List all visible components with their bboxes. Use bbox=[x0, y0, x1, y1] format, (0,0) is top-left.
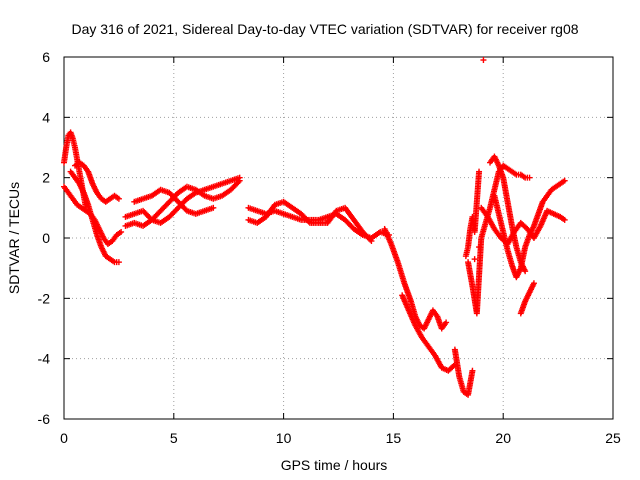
data-point bbox=[471, 256, 478, 263]
chart-title: Day 316 of 2021, Sidereal Day-to-day VTE… bbox=[71, 21, 578, 37]
x-axis-label: GPS time / hours bbox=[281, 457, 388, 473]
data-point bbox=[530, 280, 537, 287]
y-tick-label: 0 bbox=[42, 230, 50, 246]
data-point bbox=[561, 216, 568, 223]
data-point bbox=[469, 367, 476, 374]
plot-frame bbox=[63, 56, 614, 420]
data-point bbox=[210, 204, 217, 211]
axis-ticks: 0 5 10 15 20 25 -6 -4 -2 0 2 4 6 bbox=[38, 49, 621, 446]
x-tick-label: 0 bbox=[60, 430, 68, 446]
data-point bbox=[115, 195, 122, 202]
data-point bbox=[236, 177, 243, 184]
y-tick-label: -2 bbox=[38, 290, 51, 306]
y-tick-label: 2 bbox=[42, 170, 50, 186]
data-point bbox=[115, 259, 122, 266]
data-point bbox=[522, 268, 529, 275]
data-point bbox=[443, 319, 450, 326]
data-point bbox=[118, 228, 125, 235]
x-tick-label: 5 bbox=[170, 430, 178, 446]
data-point-interp bbox=[305, 218, 312, 225]
data-points bbox=[61, 57, 568, 398]
data-point bbox=[561, 177, 568, 184]
data-point-interp bbox=[235, 178, 242, 185]
x-tick-label: 20 bbox=[495, 430, 511, 446]
data-point bbox=[368, 238, 375, 245]
data-point bbox=[476, 244, 483, 251]
y-tick-label: -6 bbox=[38, 411, 51, 427]
data-point bbox=[526, 174, 533, 181]
y-tick-label: 4 bbox=[42, 109, 50, 125]
x-tick-label: 15 bbox=[386, 430, 402, 446]
y-tick-label: 6 bbox=[42, 49, 50, 65]
data-point-interp bbox=[182, 206, 189, 213]
data-point bbox=[476, 168, 483, 175]
y-axis-label: SDTVAR / TECUs bbox=[6, 182, 22, 294]
data-point-interp bbox=[367, 236, 374, 243]
x-tick-label: 25 bbox=[605, 430, 621, 446]
data-point bbox=[480, 57, 487, 64]
y-tick-label: -4 bbox=[38, 351, 51, 367]
x-tick-label: 10 bbox=[276, 430, 292, 446]
